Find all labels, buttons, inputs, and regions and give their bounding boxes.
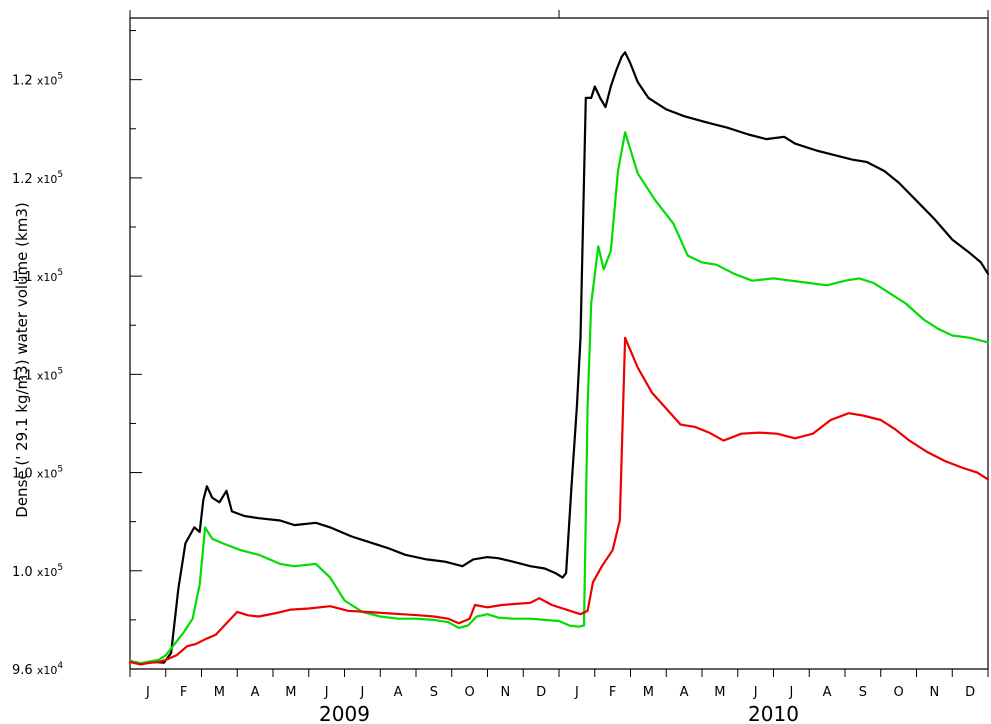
y-tick-label: 1.0 x105 (12, 465, 63, 482)
month-label: D (965, 685, 975, 700)
month-label: N (930, 685, 940, 700)
y-tick-label: 1.0 x105 (12, 563, 63, 580)
month-label: O (465, 685, 475, 700)
y-tick-label: 1.1 x105 (12, 366, 63, 383)
month-label: M (643, 685, 654, 700)
series-line-3 (128, 336, 990, 666)
month-label: A (394, 685, 403, 700)
month-label: J (359, 685, 364, 700)
month-label: F (609, 685, 616, 700)
month-label: A (823, 685, 832, 700)
month-label: F (180, 685, 187, 700)
month-label: D (536, 685, 546, 700)
month-label: J (574, 685, 579, 700)
y-tick-label: 9.6 x104 (12, 661, 63, 678)
month-label: M (285, 685, 296, 700)
axis-layer: 9.6 x104 1.0 x105 1.0 x105 1.1 x105 1.1 x105… (12, 10, 989, 724)
year-label: 2010 (748, 702, 799, 724)
y-tick-label: 1.2 x105 (12, 72, 63, 89)
month-label: S (859, 685, 867, 700)
series-line-2 (128, 131, 990, 665)
month-label: J (788, 685, 793, 700)
month-label: J (753, 685, 758, 700)
y-tick-label: 1.2 x105 (12, 170, 63, 187)
month-label: J (324, 685, 329, 700)
month-label: M (214, 685, 225, 700)
series-line-1 (128, 51, 990, 665)
month-label: A (251, 685, 260, 700)
month-label: S (430, 685, 438, 700)
year-label: 2009 (319, 702, 370, 724)
month-label: A (680, 685, 689, 700)
y-tick-label: 1.1 x105 (12, 268, 63, 285)
month-label: M (714, 685, 725, 700)
series-layer (128, 51, 990, 666)
month-label: N (501, 685, 511, 700)
month-label: J (145, 685, 150, 700)
month-label: O (894, 685, 904, 700)
y-axis-title: Dense (' 29.1 kg/m3) water volume (km3) (13, 202, 31, 517)
